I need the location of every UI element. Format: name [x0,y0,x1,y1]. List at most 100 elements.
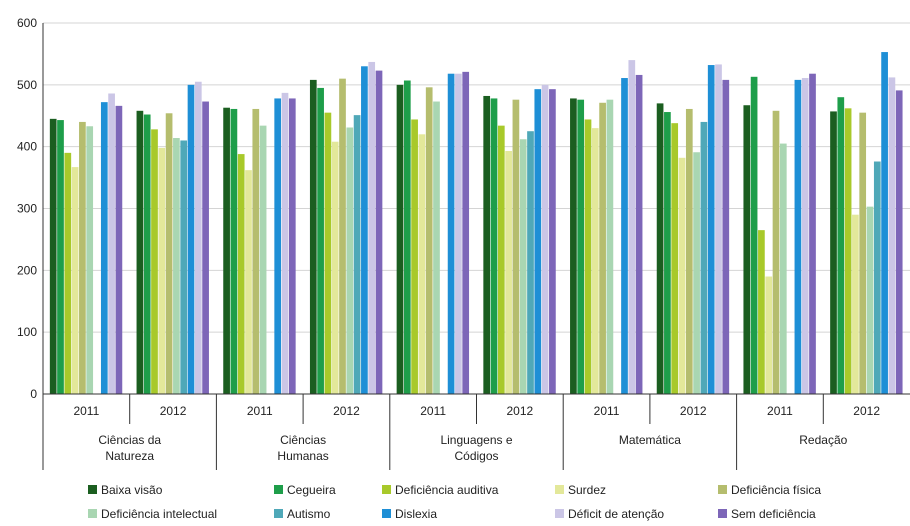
bar [859,112,867,395]
legend-swatch [555,509,564,518]
bar [801,78,809,394]
subject-label: Ciências [280,433,326,447]
legend-label: Déficit de atenção [568,507,664,521]
bar [245,170,252,394]
legend-label: Cegueira [287,483,336,497]
bar [165,113,173,394]
bar [79,121,86,394]
bar [656,103,664,394]
bar [418,134,426,395]
bar [425,87,433,394]
bar [368,61,376,395]
bar [837,97,845,394]
bar [852,214,859,394]
bar [700,121,708,394]
bar [809,73,816,394]
bar [758,230,765,394]
bar [606,99,614,394]
bar [483,95,491,395]
bar [743,105,751,394]
bar [621,78,628,394]
bar [628,60,636,394]
bar [591,128,599,394]
legend-swatch [88,485,97,494]
year-label: 2012 [853,404,880,418]
bar [455,73,462,394]
year-label: 2011 [420,404,446,418]
bar [252,108,260,394]
bar [881,52,888,394]
bar [309,79,317,395]
y-tick-label: 200 [17,263,37,277]
legend-label: Dislexia [395,507,437,521]
y-tick-label: 0 [30,387,37,401]
bar [678,157,686,394]
x-axis-labels: 2011 2012 Ciências da Natureza 2011 2012 Ciênc… [73,404,880,463]
legend-swatch [274,485,283,494]
legend-swatch [274,509,283,518]
bar [136,110,144,394]
bar [57,120,64,394]
legend-label: Deficiência física [731,483,821,497]
y-tick-label: 500 [17,78,37,92]
bar [180,140,188,394]
legend-label: Baixa visão [101,483,163,497]
bar [375,70,383,394]
y-tick-label: 100 [17,325,37,339]
subject-label: Linguagens e [440,433,512,447]
bar [866,206,874,394]
year-label: 2011 [73,404,99,418]
bar [664,112,671,394]
legend-swatch [555,485,564,494]
bar [49,118,57,394]
bar [830,111,837,395]
bar [361,66,368,395]
bar [772,110,780,394]
bar [895,90,903,395]
bar [187,84,195,394]
bar [447,73,455,394]
bar [86,126,94,395]
y-tick-label: 600 [17,16,37,30]
subject-label: Humanas [277,449,328,463]
year-label: 2012 [680,404,707,418]
bar [584,119,592,395]
bar [71,167,79,394]
bar [844,108,852,394]
subject-label: Redação [799,433,847,447]
legend-swatch [382,485,391,494]
bar [888,77,896,394]
bar [541,84,549,394]
bar [237,154,245,394]
bar [288,98,296,394]
bar [873,161,881,394]
bar [64,152,72,394]
bar [353,115,361,395]
bar [527,131,534,395]
bar [490,98,498,394]
bar [599,102,606,394]
year-label: 2011 [247,404,273,418]
bar [635,74,643,394]
bar [779,143,787,394]
legend-label: Surdez [568,483,606,497]
bars [49,52,903,395]
y-tick-label: 400 [17,140,37,154]
bar [765,276,773,394]
bar [143,114,151,394]
bar [223,107,230,394]
bar [794,79,802,395]
bar [230,108,238,394]
bar [339,78,346,395]
year-label: 2012 [333,404,360,418]
bar [158,147,166,394]
legend-label: Autismo [287,507,331,521]
legend-label: Deficiência auditiva [395,483,499,497]
year-label: 2011 [594,404,620,418]
legend-swatch [382,509,391,518]
bar [577,99,585,394]
y-axis-tick-labels: 0 100 200 300 400 500 600 [17,16,37,401]
bar [202,101,209,395]
bar [534,89,542,394]
